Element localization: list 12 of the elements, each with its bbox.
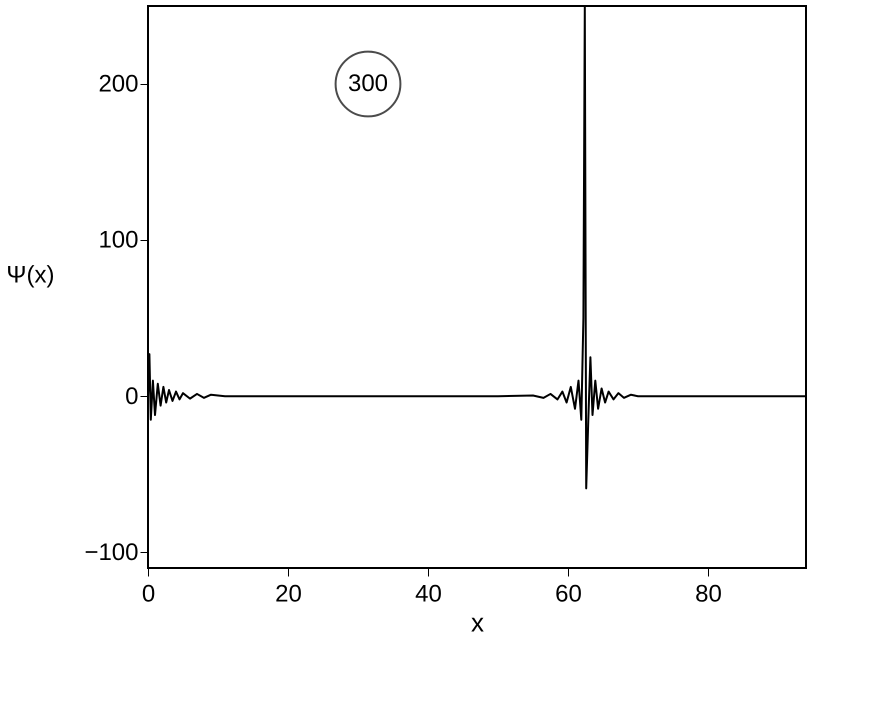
y-tick-label: 200	[98, 70, 138, 98]
y-tick-label: 100	[98, 226, 138, 254]
x-tick-label: 20	[275, 580, 302, 608]
x-tick-label: 60	[555, 580, 582, 608]
y-axis-title: Ψ(x)	[6, 262, 54, 288]
x-axis-title: x	[471, 608, 484, 638]
x-tick-label: 80	[695, 580, 722, 608]
y-tick-label: −100	[84, 538, 138, 566]
y-tick-label: 0	[125, 382, 138, 410]
x-tick-label: 0	[142, 580, 156, 608]
annotation: 300	[348, 70, 388, 97]
x-tick-label: 40	[415, 580, 442, 608]
